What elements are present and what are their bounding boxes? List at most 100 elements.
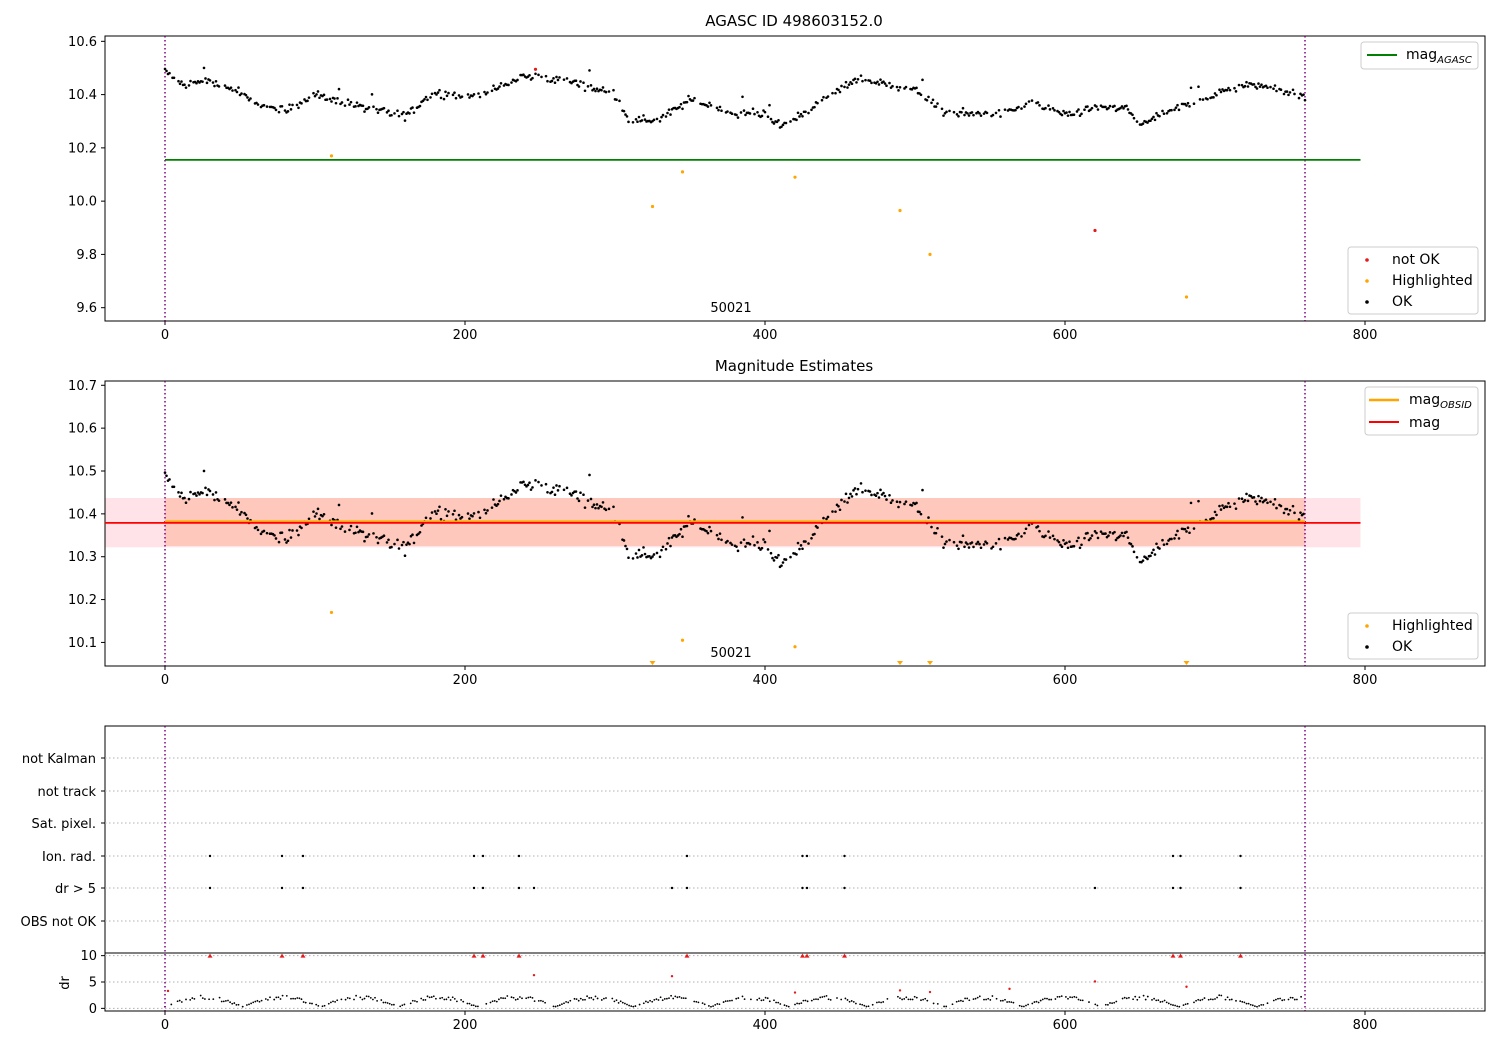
agasc-ok-point-41 [240, 92, 243, 95]
agasc-ok-point-71 [300, 102, 303, 105]
agasc-xtick-label-800: 800 [1353, 328, 1378, 343]
dr-point-257 [855, 1002, 857, 1005]
ion-rad-point-1 [280, 854, 284, 858]
agasc-ok-point-85 [325, 98, 329, 101]
dr-point-298 [978, 995, 981, 998]
magnitude-ok-point-320 [777, 553, 780, 557]
agasc-ok-point-354 [846, 86, 849, 89]
agasc-ok-point-58 [274, 108, 278, 112]
dr-point-367 [1165, 1001, 1168, 1004]
dr-xtick-label-0: 0 [161, 1018, 169, 1033]
magnitude-ok-point-580 [1279, 504, 1283, 508]
dr-point-297 [976, 996, 979, 999]
magnitude-ok-point-380 [895, 500, 899, 504]
dr-clipped-marker-6 [684, 953, 690, 958]
dr-point-61 [340, 998, 343, 1001]
agasc-ok-point-503 [1135, 120, 1139, 123]
dr-point-121 [500, 997, 502, 999]
agasc-ok-point-153 [451, 93, 455, 97]
dr-point-324 [1046, 997, 1048, 1000]
magnitude-ok-point-232 [612, 505, 615, 509]
flags-axes-frame [104, 725, 1486, 1012]
magnitude-ok-point-65 [288, 528, 291, 532]
magnitude-ok-point-487 [1108, 531, 1112, 534]
magnitude-ok-point-40 [238, 513, 242, 516]
agasc-ok-point-526 [1176, 103, 1179, 107]
dr-point-157 [590, 996, 593, 999]
magnitude-ok-point-92 [337, 503, 341, 507]
agasc-ok-point-331 [798, 115, 801, 118]
magnitude-ok-point-162 [471, 514, 474, 518]
dr-point-318 [1033, 1001, 1036, 1003]
agasc-ok-point-472 [1083, 108, 1086, 111]
agasc-ok-point-0 [163, 67, 167, 71]
dr-point-265 [878, 1001, 880, 1003]
magnitude-ok-point-305 [751, 535, 755, 538]
dr-point-375 [1184, 1003, 1187, 1006]
dr-point-359 [1146, 995, 1149, 998]
agasc-ok-point-207 [565, 77, 569, 80]
agasc-ok-point-304 [748, 112, 752, 115]
agasc-ok-point-166 [483, 90, 486, 94]
dr-point-232 [787, 1005, 790, 1008]
agasc-ok-point-422 [978, 112, 981, 115]
agasc-ok-point-11 [184, 86, 188, 89]
dr-outlier-8 [1185, 985, 1188, 988]
magnitude-ok-point-431 [999, 547, 1002, 551]
magnitude-ok-point-257 [660, 548, 663, 552]
legend-mag-agasc: magAGASC [1406, 47, 1472, 66]
agasc-ok-point-287 [715, 106, 719, 110]
dr-point-419 [1300, 995, 1302, 998]
dr-point-73 [372, 998, 374, 1001]
magnitude-ok-point-355 [847, 496, 851, 500]
dr-point-11 [204, 998, 206, 1000]
magnitude-ok-point-459 [1060, 545, 1064, 549]
agasc-ok-point-428 [991, 113, 995, 117]
magnitude-ok-point-111 [372, 532, 375, 535]
dr-point-387 [1216, 996, 1218, 999]
agasc-ok-point-69 [297, 106, 300, 110]
magnitude-ok-point-218 [586, 499, 590, 502]
dr-point-360 [1151, 999, 1153, 1001]
magnitude-ok-point-94 [340, 525, 344, 528]
agasc-ok-point-305 [751, 107, 755, 110]
agasc-ytick-label-4: 10.4 [68, 88, 97, 103]
flag-label-dr5: dr > 5 [55, 882, 96, 897]
magnitude-ok-point-462 [1065, 541, 1068, 545]
agasc-ok-point-269 [679, 102, 683, 106]
agasc-ok-point-424 [982, 112, 986, 115]
dr-point-165 [613, 1000, 616, 1003]
magnitude-ok-point-42 [243, 511, 246, 515]
magnitude-ok-point-52 [262, 529, 266, 533]
flag-label-not-track: not track [37, 785, 96, 800]
dr-point-98 [439, 997, 441, 1000]
magnitude-ok-point-469 [1077, 536, 1080, 540]
agasc-ok-point-194 [534, 72, 537, 76]
dr-point-66 [355, 994, 357, 997]
dr-point-163 [605, 997, 607, 999]
dr-point-1 [170, 1003, 173, 1006]
agasc-ok-point-125 [400, 112, 404, 116]
flag-category-labels: not Kalman not track Sat. pixel. Ion. ra… [21, 752, 97, 930]
dr-point-59 [334, 1000, 336, 1003]
agasc-ok-point-214 [577, 85, 581, 88]
magnitude-ok-point-228 [601, 501, 605, 504]
dr-outlier-5 [928, 990, 932, 994]
magnitude-ok-point-274 [687, 514, 690, 518]
magnitude-ok-point-471 [1080, 543, 1083, 547]
magnitude-ok-point-533 [1188, 531, 1191, 535]
magnitude-ok-point-329 [795, 553, 798, 556]
agasc-point-legend: not OK Highlighted OK [1347, 246, 1479, 315]
magnitude-ok-point-332 [799, 544, 803, 547]
agasc-ok-point-389 [915, 86, 918, 90]
dr-point-111 [470, 1004, 473, 1007]
agasc-ok-point-106 [363, 110, 366, 113]
magnitude-ok-point-183 [514, 491, 518, 494]
agasc-ok-point-587 [1293, 92, 1296, 96]
agasc-ok-point-551 [1225, 88, 1229, 92]
agasc-ok-point-227 [600, 88, 603, 92]
dr-point-136 [537, 1000, 540, 1002]
dr5-point-3 [472, 886, 476, 890]
dr-point-195 [680, 997, 683, 999]
agasc-ok-point-218 [586, 85, 590, 88]
